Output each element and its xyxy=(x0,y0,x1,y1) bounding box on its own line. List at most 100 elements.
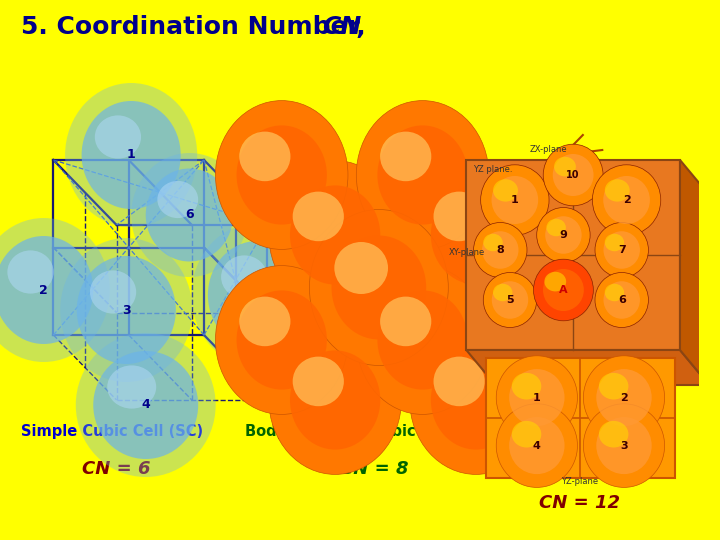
Ellipse shape xyxy=(215,100,348,249)
Ellipse shape xyxy=(605,284,624,301)
Ellipse shape xyxy=(493,284,513,301)
Ellipse shape xyxy=(553,154,593,196)
Ellipse shape xyxy=(77,256,176,364)
Ellipse shape xyxy=(95,116,141,159)
Ellipse shape xyxy=(534,259,593,321)
Ellipse shape xyxy=(509,369,564,426)
Ellipse shape xyxy=(0,218,109,362)
Text: 2: 2 xyxy=(623,195,631,205)
Ellipse shape xyxy=(81,101,181,209)
Text: YZ plane.: YZ plane. xyxy=(473,165,513,174)
Ellipse shape xyxy=(481,165,549,235)
Ellipse shape xyxy=(331,235,426,340)
Ellipse shape xyxy=(380,132,431,181)
Text: CN = 6: CN = 6 xyxy=(82,460,150,478)
Ellipse shape xyxy=(482,231,518,269)
Ellipse shape xyxy=(492,176,538,224)
Ellipse shape xyxy=(543,144,603,206)
Ellipse shape xyxy=(583,404,665,488)
Text: 3: 3 xyxy=(620,441,628,450)
Ellipse shape xyxy=(237,291,327,389)
FancyBboxPatch shape xyxy=(486,358,675,478)
Ellipse shape xyxy=(483,234,503,251)
Ellipse shape xyxy=(599,421,629,448)
Ellipse shape xyxy=(595,273,649,327)
Ellipse shape xyxy=(410,160,542,309)
Ellipse shape xyxy=(192,223,323,367)
Text: 5. Coordination Number,: 5. Coordination Number, xyxy=(22,15,374,39)
Text: CN = 12: CN = 12 xyxy=(539,494,621,512)
Text: 1: 1 xyxy=(511,195,518,205)
Ellipse shape xyxy=(239,296,290,346)
Text: 2: 2 xyxy=(40,284,48,296)
Ellipse shape xyxy=(145,168,233,261)
Ellipse shape xyxy=(512,421,541,448)
Ellipse shape xyxy=(292,356,344,406)
Ellipse shape xyxy=(543,269,584,311)
Text: 4: 4 xyxy=(533,441,541,450)
Ellipse shape xyxy=(94,351,198,459)
Ellipse shape xyxy=(492,281,528,319)
Ellipse shape xyxy=(310,210,449,366)
Ellipse shape xyxy=(536,207,590,262)
Ellipse shape xyxy=(431,350,521,450)
Ellipse shape xyxy=(380,296,431,346)
Ellipse shape xyxy=(377,291,468,389)
Text: 1: 1 xyxy=(533,393,541,403)
Text: ZX-plane: ZX-plane xyxy=(530,145,567,154)
Text: 2: 2 xyxy=(620,393,628,403)
Ellipse shape xyxy=(545,216,582,254)
Ellipse shape xyxy=(410,326,542,475)
Ellipse shape xyxy=(493,179,518,201)
Text: CN: CN xyxy=(323,15,361,39)
Ellipse shape xyxy=(0,236,94,344)
Ellipse shape xyxy=(605,179,630,201)
Text: 7: 7 xyxy=(618,245,626,255)
Ellipse shape xyxy=(60,238,192,382)
Polygon shape xyxy=(467,350,709,385)
Ellipse shape xyxy=(239,132,290,181)
Ellipse shape xyxy=(290,185,380,285)
Text: Body centered Cubic (BCC): Body centered Cubic (BCC) xyxy=(245,424,467,439)
Ellipse shape xyxy=(595,222,649,278)
Text: 5: 5 xyxy=(253,288,262,301)
Ellipse shape xyxy=(131,153,248,277)
Ellipse shape xyxy=(496,404,577,488)
Ellipse shape xyxy=(290,350,380,450)
Text: 1: 1 xyxy=(127,148,135,161)
Ellipse shape xyxy=(496,356,577,440)
Ellipse shape xyxy=(512,373,541,400)
Ellipse shape xyxy=(221,255,267,299)
Ellipse shape xyxy=(596,369,652,426)
Ellipse shape xyxy=(509,417,564,474)
Ellipse shape xyxy=(431,185,521,285)
Ellipse shape xyxy=(215,266,348,414)
FancyBboxPatch shape xyxy=(467,160,680,350)
Ellipse shape xyxy=(269,160,401,309)
Ellipse shape xyxy=(292,192,344,241)
Ellipse shape xyxy=(593,165,661,235)
Ellipse shape xyxy=(356,100,489,249)
Ellipse shape xyxy=(546,219,566,237)
Ellipse shape xyxy=(483,273,536,327)
Ellipse shape xyxy=(65,83,197,227)
Text: 10: 10 xyxy=(567,170,580,180)
Text: 6: 6 xyxy=(618,295,626,305)
Ellipse shape xyxy=(237,125,327,225)
Ellipse shape xyxy=(76,333,216,477)
Text: XY-plane: XY-plane xyxy=(449,248,485,257)
Text: CN = 8: CN = 8 xyxy=(340,460,408,478)
Text: 5: 5 xyxy=(506,295,514,305)
Ellipse shape xyxy=(544,272,566,292)
Ellipse shape xyxy=(433,192,485,241)
Ellipse shape xyxy=(107,366,156,409)
Ellipse shape xyxy=(158,181,198,218)
Text: 9: 9 xyxy=(559,230,567,240)
Ellipse shape xyxy=(433,356,485,406)
Ellipse shape xyxy=(356,266,489,414)
Ellipse shape xyxy=(7,251,53,294)
Text: YZ-plane: YZ-plane xyxy=(562,477,598,486)
Ellipse shape xyxy=(377,125,468,225)
Ellipse shape xyxy=(603,231,640,269)
Ellipse shape xyxy=(474,222,527,278)
